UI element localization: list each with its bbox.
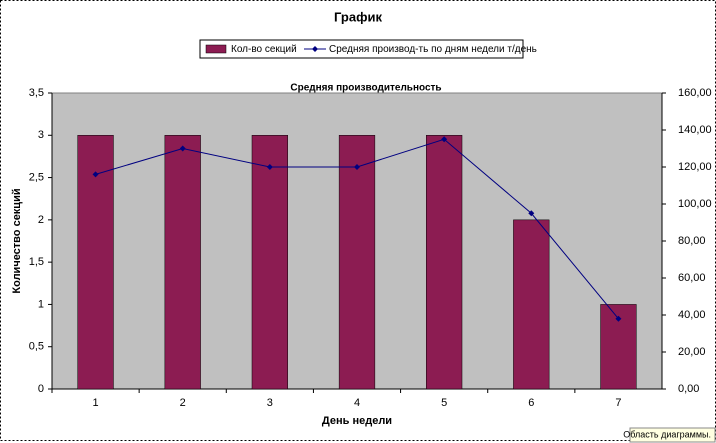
y-tick-label: 0,5	[29, 341, 44, 353]
y-tick-label: 3,5	[29, 87, 44, 99]
line-marker	[179, 145, 186, 152]
y2-tick-label: 160,00	[678, 87, 712, 99]
line-marker	[354, 164, 360, 170]
line-marker	[92, 171, 99, 178]
y-tick-label: 1	[38, 298, 44, 310]
bar	[77, 135, 114, 390]
plot-title: Средняя производительность	[290, 83, 441, 94]
bar	[426, 135, 463, 390]
y2-tick-label: 40,00	[678, 309, 706, 321]
tooltip: Область диаграммы.	[623, 429, 711, 439]
legend-swatch	[205, 44, 227, 54]
x-tick-label: 1	[93, 397, 99, 409]
bar	[513, 219, 550, 390]
y2-tick-label: 100,00	[678, 198, 712, 210]
x-tick-label: 2	[180, 397, 186, 409]
bar	[164, 135, 201, 390]
chart-title: График	[334, 9, 382, 24]
y2-tick-label: 120,00	[678, 161, 712, 173]
legend-label: Средняя производ-ть по дням недели т/ден…	[329, 44, 537, 55]
legend	[199, 39, 524, 59]
line-marker	[266, 164, 273, 170]
x-tick-label: 5	[441, 397, 447, 409]
y2-tick-label: 20,00	[678, 346, 706, 358]
y2-tick-label: 60,00	[678, 272, 706, 284]
x-tick-label: 3	[267, 397, 273, 409]
y-axis-label: Количество секций	[11, 188, 23, 293]
y-tick-label: 0	[38, 383, 44, 395]
y-tick-label: 1,5	[29, 256, 44, 268]
line-marker	[528, 210, 535, 217]
legend-marker	[312, 46, 318, 52]
bar	[251, 135, 288, 390]
legend-label: Кол-во секций	[231, 44, 297, 55]
y-tick-label: 3	[38, 129, 44, 141]
y-tick-label: 2,5	[29, 171, 44, 183]
line-marker	[441, 136, 448, 143]
y2-tick-label: 0,00	[678, 383, 699, 395]
x-tick-label: 7	[615, 397, 621, 409]
y-tick-label: 2	[38, 214, 44, 226]
tooltip-box	[629, 427, 716, 443]
x-axis-label: День недели	[322, 415, 392, 427]
y2-tick-label: 140,00	[678, 124, 712, 136]
x-tick-label: 4	[354, 397, 360, 409]
bar	[338, 135, 376, 390]
y2-tick-label: 80,00	[678, 235, 706, 247]
x-tick-label: 6	[528, 397, 534, 409]
line-marker	[615, 315, 622, 322]
